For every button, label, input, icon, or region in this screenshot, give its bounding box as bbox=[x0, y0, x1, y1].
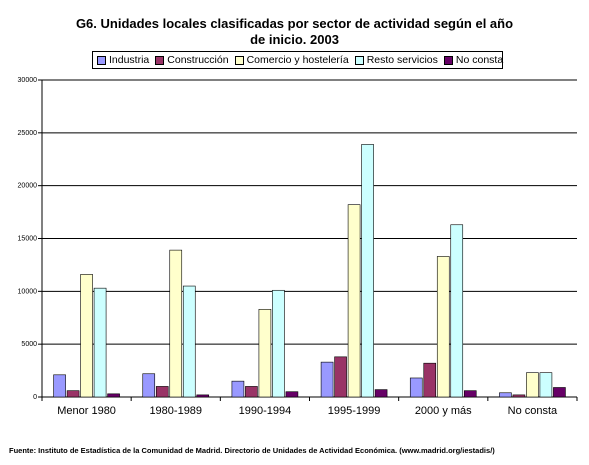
legend-item-construccion: Construcción bbox=[155, 54, 229, 66]
bar bbox=[463, 390, 477, 398]
legend-label-comercio: Comercio y hostelería bbox=[246, 54, 349, 66]
bar bbox=[436, 256, 450, 398]
legend-swatch-resto-servicios bbox=[354, 55, 364, 65]
source-note: Fuente: Instituto de Estadística de la C… bbox=[9, 446, 495, 455]
y-tick-label: 15000 bbox=[18, 236, 38, 243]
chart-title-line-1: G6. Unidades locales clasificadas por se… bbox=[75, 16, 514, 31]
bar bbox=[320, 361, 334, 398]
bar bbox=[245, 386, 258, 398]
legend-item-comercio: Comercio y hostelería bbox=[234, 54, 349, 66]
y-tick-label: 25000 bbox=[18, 130, 38, 137]
bar bbox=[53, 374, 66, 398]
x-tick-label: 2000 y más bbox=[415, 405, 472, 417]
legend-swatch-industria bbox=[97, 55, 106, 65]
bar bbox=[512, 394, 526, 398]
x-tick-label: 1980-1989 bbox=[149, 405, 202, 417]
bar bbox=[66, 390, 80, 398]
bar bbox=[142, 373, 156, 398]
bar bbox=[155, 386, 169, 398]
x-tick-label: 1995-1999 bbox=[328, 405, 381, 417]
bar bbox=[450, 224, 464, 398]
legend-item-industria: Industria bbox=[97, 54, 149, 66]
legend-item-no-consta: No consta bbox=[443, 54, 504, 66]
legend-label-construccion: Construcción bbox=[167, 54, 229, 66]
legend-label-resto-servicios: Resto servicios bbox=[366, 54, 438, 66]
legend-label-industria: Industria bbox=[109, 54, 150, 66]
bar bbox=[231, 380, 245, 398]
x-tick-label: No consta bbox=[508, 405, 558, 417]
bar bbox=[196, 394, 210, 398]
bar bbox=[347, 204, 361, 398]
bar bbox=[423, 362, 437, 398]
legend-swatch-comercio bbox=[234, 55, 244, 65]
y-tick-label: 20000 bbox=[18, 183, 38, 190]
bar bbox=[169, 249, 183, 398]
x-tick-label: Menor 1980 bbox=[57, 405, 116, 417]
bar bbox=[272, 289, 285, 398]
x-tick-label: 1990-1994 bbox=[239, 405, 292, 417]
bar bbox=[258, 308, 272, 398]
chart-plot: 0 5000 10000 15000 20000 25000 30000 Menor 1980… bbox=[18, 77, 578, 417]
y-tick-label: 30000 bbox=[18, 77, 38, 84]
bar bbox=[285, 391, 299, 398]
bar bbox=[553, 387, 566, 398]
bar bbox=[374, 389, 388, 398]
bar bbox=[361, 144, 374, 398]
bar bbox=[526, 372, 539, 398]
bar bbox=[409, 377, 423, 398]
bar bbox=[182, 285, 196, 398]
bar bbox=[499, 392, 512, 398]
y-tick-label: 5000 bbox=[21, 341, 37, 348]
bar bbox=[107, 393, 120, 398]
chart-legend: Industria Construcción Comercio y hostel… bbox=[92, 51, 503, 69]
legend-item-resto-servicios: Resto servicios bbox=[354, 54, 438, 66]
legend-swatch-construccion bbox=[155, 55, 165, 65]
legend-label-no-consta: No consta bbox=[455, 54, 504, 66]
chart-title-line-2: de inicio. 2003 bbox=[250, 32, 339, 47]
y-tick-label: 0 bbox=[33, 394, 37, 401]
bar bbox=[93, 287, 107, 398]
bar bbox=[334, 356, 347, 398]
y-tick-label: 10000 bbox=[18, 288, 38, 295]
bar bbox=[80, 274, 93, 398]
chart-title: G6. Unidades locales clasificadas por se… bbox=[0, 16, 589, 48]
legend-swatch-no-consta bbox=[443, 55, 453, 65]
bar bbox=[539, 372, 553, 398]
